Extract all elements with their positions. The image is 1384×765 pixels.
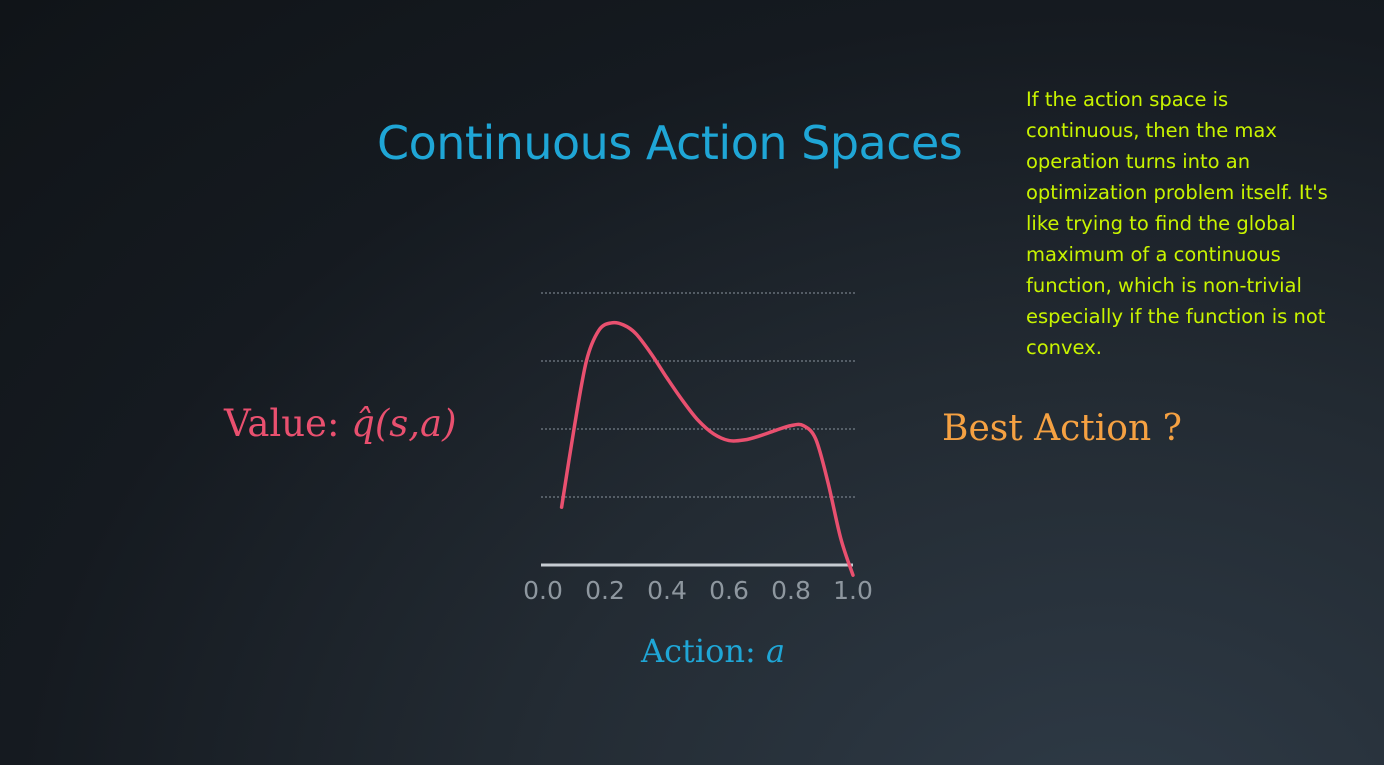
best-action-label: Best Action ?: [942, 408, 1182, 449]
x-tick-label: 0.0: [523, 576, 563, 605]
slide-title: Continuous Action Spaces: [377, 116, 963, 170]
x-tick-label: 1.0: [833, 576, 873, 605]
y-axis-label: Value: q̂(s,a): [224, 402, 457, 445]
x-tick-label: 0.6: [709, 576, 749, 605]
x-tick-label: 0.8: [771, 576, 811, 605]
value-prefix: Value:: [224, 402, 352, 445]
value-math: q̂(s,a): [351, 402, 457, 445]
x-axis-label: Action: a: [641, 632, 785, 670]
value-curve-line: [559, 320, 855, 577]
x-tick-label: 0.2: [585, 576, 625, 605]
action-var: a: [765, 632, 786, 670]
grid-lines: [541, 292, 855, 498]
action-prefix: Action:: [641, 632, 766, 670]
annotation-note: If the action space is continuous, then …: [1026, 88, 1328, 359]
x-tick-label: 0.4: [647, 576, 687, 605]
x-tick-labels: 0.0 0.2 0.4 0.6 0.8 1.0: [523, 576, 873, 605]
